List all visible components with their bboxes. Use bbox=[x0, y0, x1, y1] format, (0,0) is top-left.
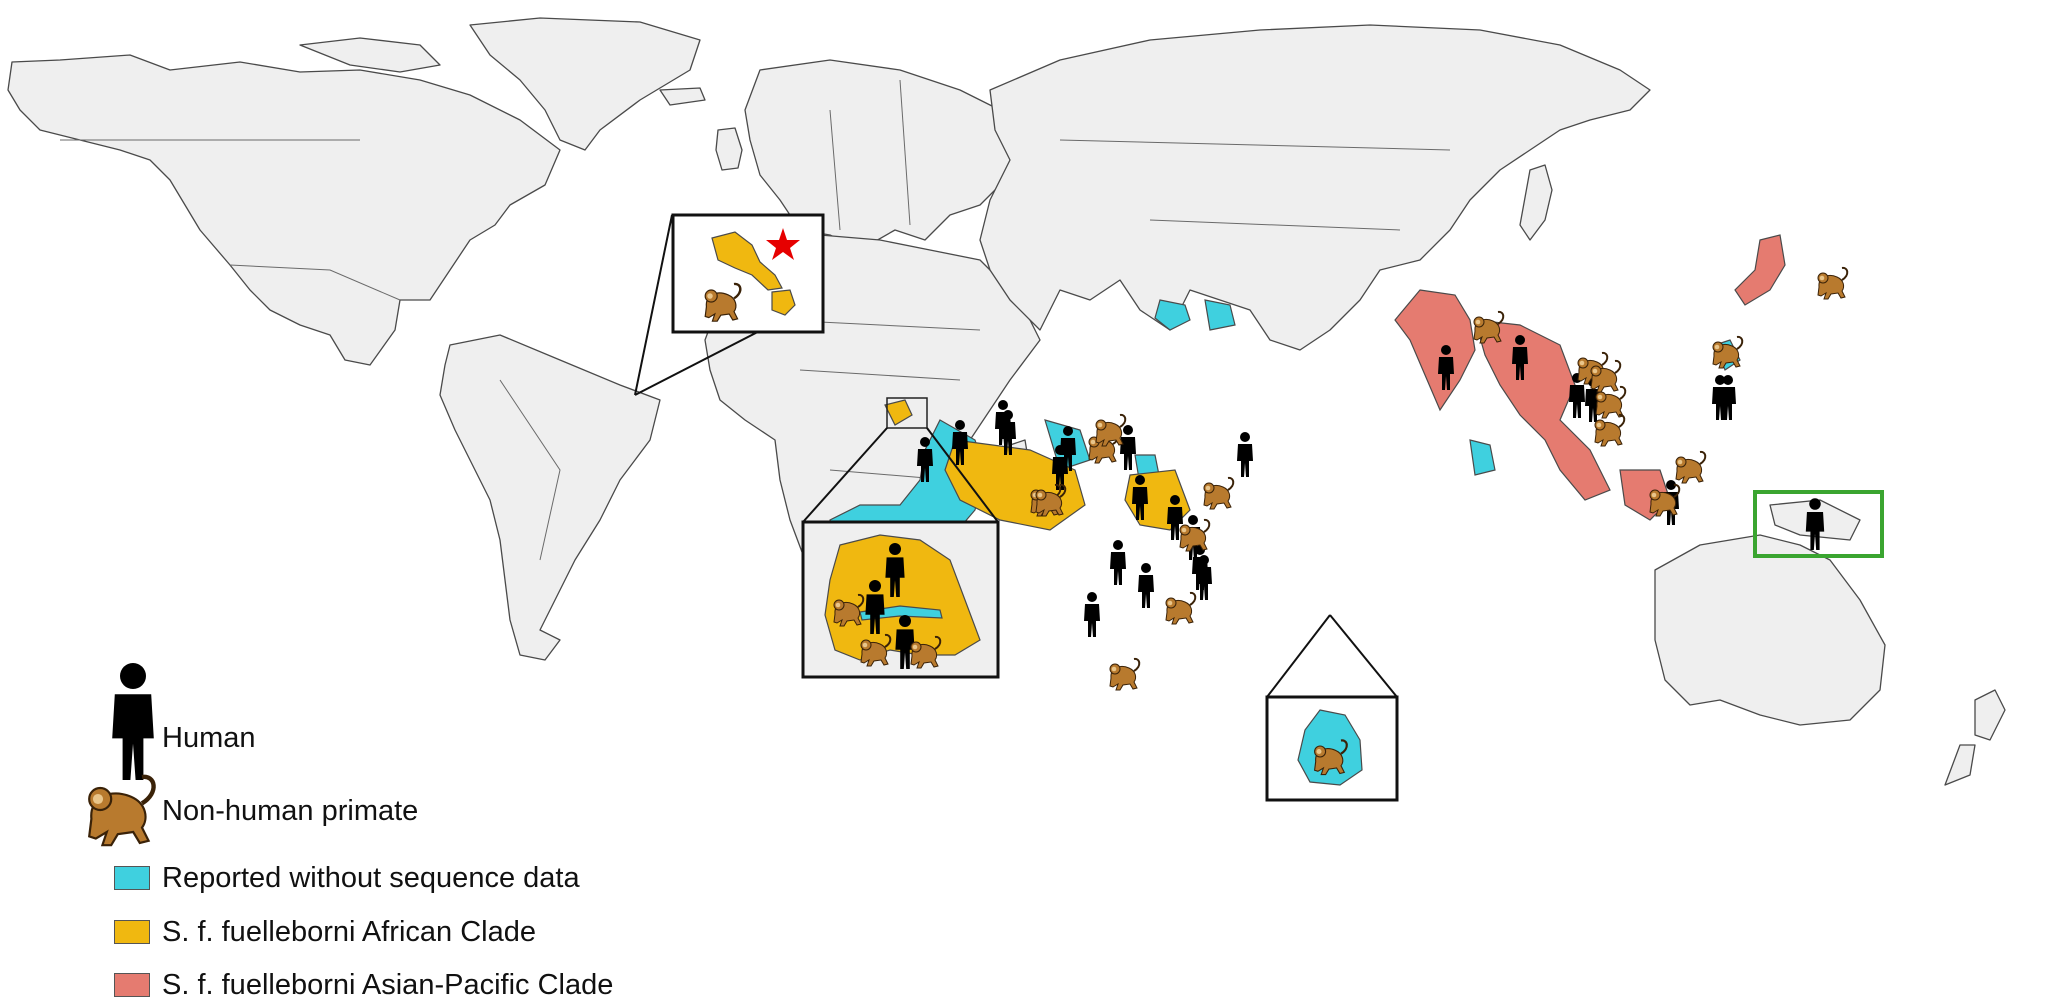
legend-swatch-african bbox=[114, 920, 150, 944]
legend-label-reported: Reported without sequence data bbox=[162, 862, 580, 894]
inset-senegal bbox=[801, 397, 1000, 679]
star-icon bbox=[766, 228, 800, 260]
region-asian-pacific-clade bbox=[1394, 234, 1786, 521]
legend-label-asian-pacific: S. f. fuelleborni Asian-Pacific Clade bbox=[162, 969, 614, 1001]
monkey-icon bbox=[1590, 359, 1622, 393]
inset-cape-verde bbox=[634, 213, 825, 396]
highlight-new-guinea bbox=[1753, 490, 1884, 558]
legend-person-icon bbox=[112, 663, 154, 780]
legend-monkey-icon bbox=[89, 777, 153, 845]
monkey-icon bbox=[1817, 266, 1849, 300]
monkey-icon bbox=[1109, 657, 1141, 691]
legend-human-label: Human bbox=[162, 722, 256, 754]
person-icon bbox=[1084, 592, 1100, 637]
monkey-icon bbox=[1203, 476, 1235, 510]
legend-swatch-reported bbox=[114, 866, 150, 890]
monkey-icon bbox=[1594, 413, 1626, 447]
person-icon bbox=[1138, 563, 1154, 608]
person-icon bbox=[1120, 425, 1136, 470]
monkey-icon bbox=[1165, 591, 1197, 625]
country-borders bbox=[60, 79, 1451, 561]
person-icon bbox=[1237, 432, 1253, 477]
legend-label-african: S. f. fuelleborni African Clade bbox=[162, 916, 536, 948]
land-masses bbox=[7, 17, 2006, 786]
inset-mauritius bbox=[1265, 614, 1399, 802]
legend-swatch-asian-pacific bbox=[114, 973, 150, 997]
person-icon bbox=[1110, 540, 1126, 585]
monkey-icon bbox=[1095, 413, 1127, 447]
legend-primate-label: Non-human primate bbox=[162, 795, 419, 827]
monkey-icon bbox=[1675, 450, 1707, 484]
